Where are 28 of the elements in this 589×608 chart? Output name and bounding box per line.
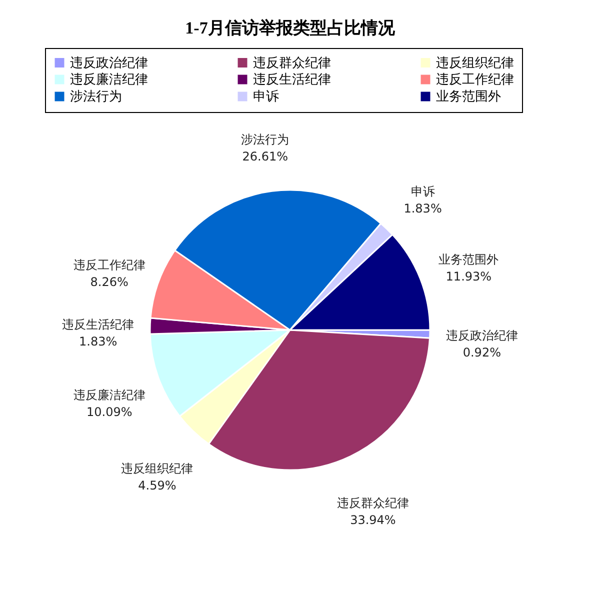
chart-title: 1-7月信访举报类型占比情况: [185, 18, 396, 38]
legend-label: 违反生活纪律: [253, 72, 331, 88]
legend-label: 违反组织纪律: [436, 56, 514, 71]
legend-label: 违反群众纪律: [253, 56, 331, 71]
data-label: 10.09%: [86, 405, 132, 420]
slice-label: 违反廉洁纪律: [73, 388, 146, 402]
data-label: 11.93%: [446, 270, 492, 284]
data-label: 1.83%: [79, 334, 118, 349]
slice-label: 申诉: [410, 184, 435, 198]
data-label: 0.92%: [462, 346, 501, 360]
legend-label: 违反廉洁纪律: [70, 72, 148, 88]
data-label: 8.26%: [90, 274, 128, 289]
data-label: 26.61%: [242, 150, 288, 164]
legend-label: 违反工作纪律: [436, 72, 514, 88]
slice-label: 违反生活纪律: [62, 318, 134, 332]
slice-label: 违反政治纪律: [446, 328, 518, 343]
slice-label: 业务范围外: [438, 252, 499, 267]
data-label: 33.94%: [350, 513, 396, 528]
legend-label: 涉法行为: [70, 90, 122, 104]
data-label: 1.83%: [404, 201, 442, 216]
slice-label: 违反群众纪律: [336, 496, 409, 510]
legend-label: 违反政治纪律: [70, 56, 148, 71]
data-label: 4.59%: [138, 478, 176, 493]
legend-label: 业务范围外: [436, 90, 501, 104]
slice-label: 违反工作纪律: [73, 258, 146, 272]
slice-label: 涉法行为: [241, 132, 290, 147]
legend-label: 申诉: [253, 90, 279, 104]
slice-label: 违反组织纪律: [121, 462, 194, 476]
